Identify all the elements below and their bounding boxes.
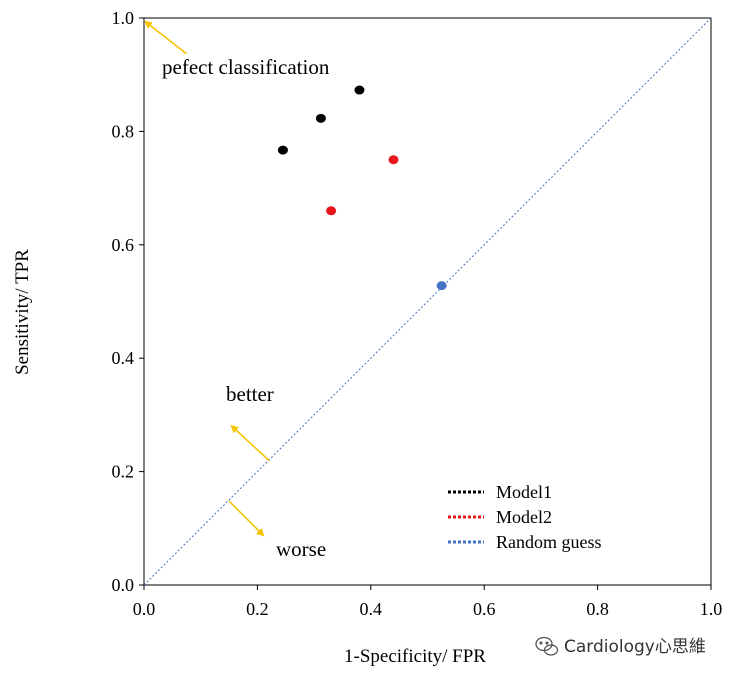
point-model2	[326, 206, 337, 216]
annotation-perfect-classification: pefect classification	[162, 55, 330, 79]
x-tick-label: 0.2	[246, 599, 269, 619]
x-tick-label: 0.4	[360, 599, 383, 619]
annotation-better: better	[226, 382, 274, 406]
arrow-worse	[228, 500, 265, 537]
point-random-guess	[436, 281, 447, 291]
y-tick-label: 0.8	[112, 121, 135, 141]
data-points	[277, 85, 447, 291]
point-model1	[354, 85, 365, 95]
random-guess-diagonal	[143, 17, 712, 586]
point-model2	[388, 155, 399, 165]
point-model1	[277, 145, 288, 155]
legend-label-model2: Model2	[496, 507, 552, 527]
y-axis-title: Sensitivity/ TPR	[12, 249, 33, 375]
arrow-perfect-classification	[144, 20, 188, 55]
y-tick-label: 0.2	[112, 462, 135, 482]
y-axis-ticks: 0.0 0.2 0.4 0.6 0.8 1.0	[112, 8, 144, 595]
y-tick-label: 1.0	[112, 8, 135, 28]
wechat-icon	[535, 636, 559, 656]
legend-label-model1: Model1	[496, 482, 552, 502]
x-tick-label: 0.6	[473, 599, 496, 619]
arrow-better	[230, 424, 270, 461]
legend-label-random-guess: Random guess	[496, 532, 602, 552]
x-tick-label: 0.0	[133, 599, 156, 619]
annotation-arrows	[144, 20, 270, 537]
y-tick-label: 0.0	[112, 575, 135, 595]
annotation-worse: worse	[276, 537, 326, 561]
plot-frame	[143, 17, 712, 586]
x-tick-label: 0.8	[586, 599, 609, 619]
y-tick-label: 0.6	[112, 235, 135, 255]
y-tick-label: 0.4	[112, 348, 135, 368]
watermark: Cardiology心思維	[535, 636, 706, 657]
x-axis-title: 1-Specificity/ FPR	[344, 646, 486, 667]
x-tick-label: 1.0	[700, 599, 723, 619]
x-axis-ticks: 0.0 0.2 0.4 0.6 0.8 1.0	[133, 585, 723, 619]
watermark-text: Cardiology心思維	[564, 637, 706, 657]
legend: Model1 Model2 Random guess	[448, 482, 602, 552]
point-model1	[315, 113, 326, 123]
